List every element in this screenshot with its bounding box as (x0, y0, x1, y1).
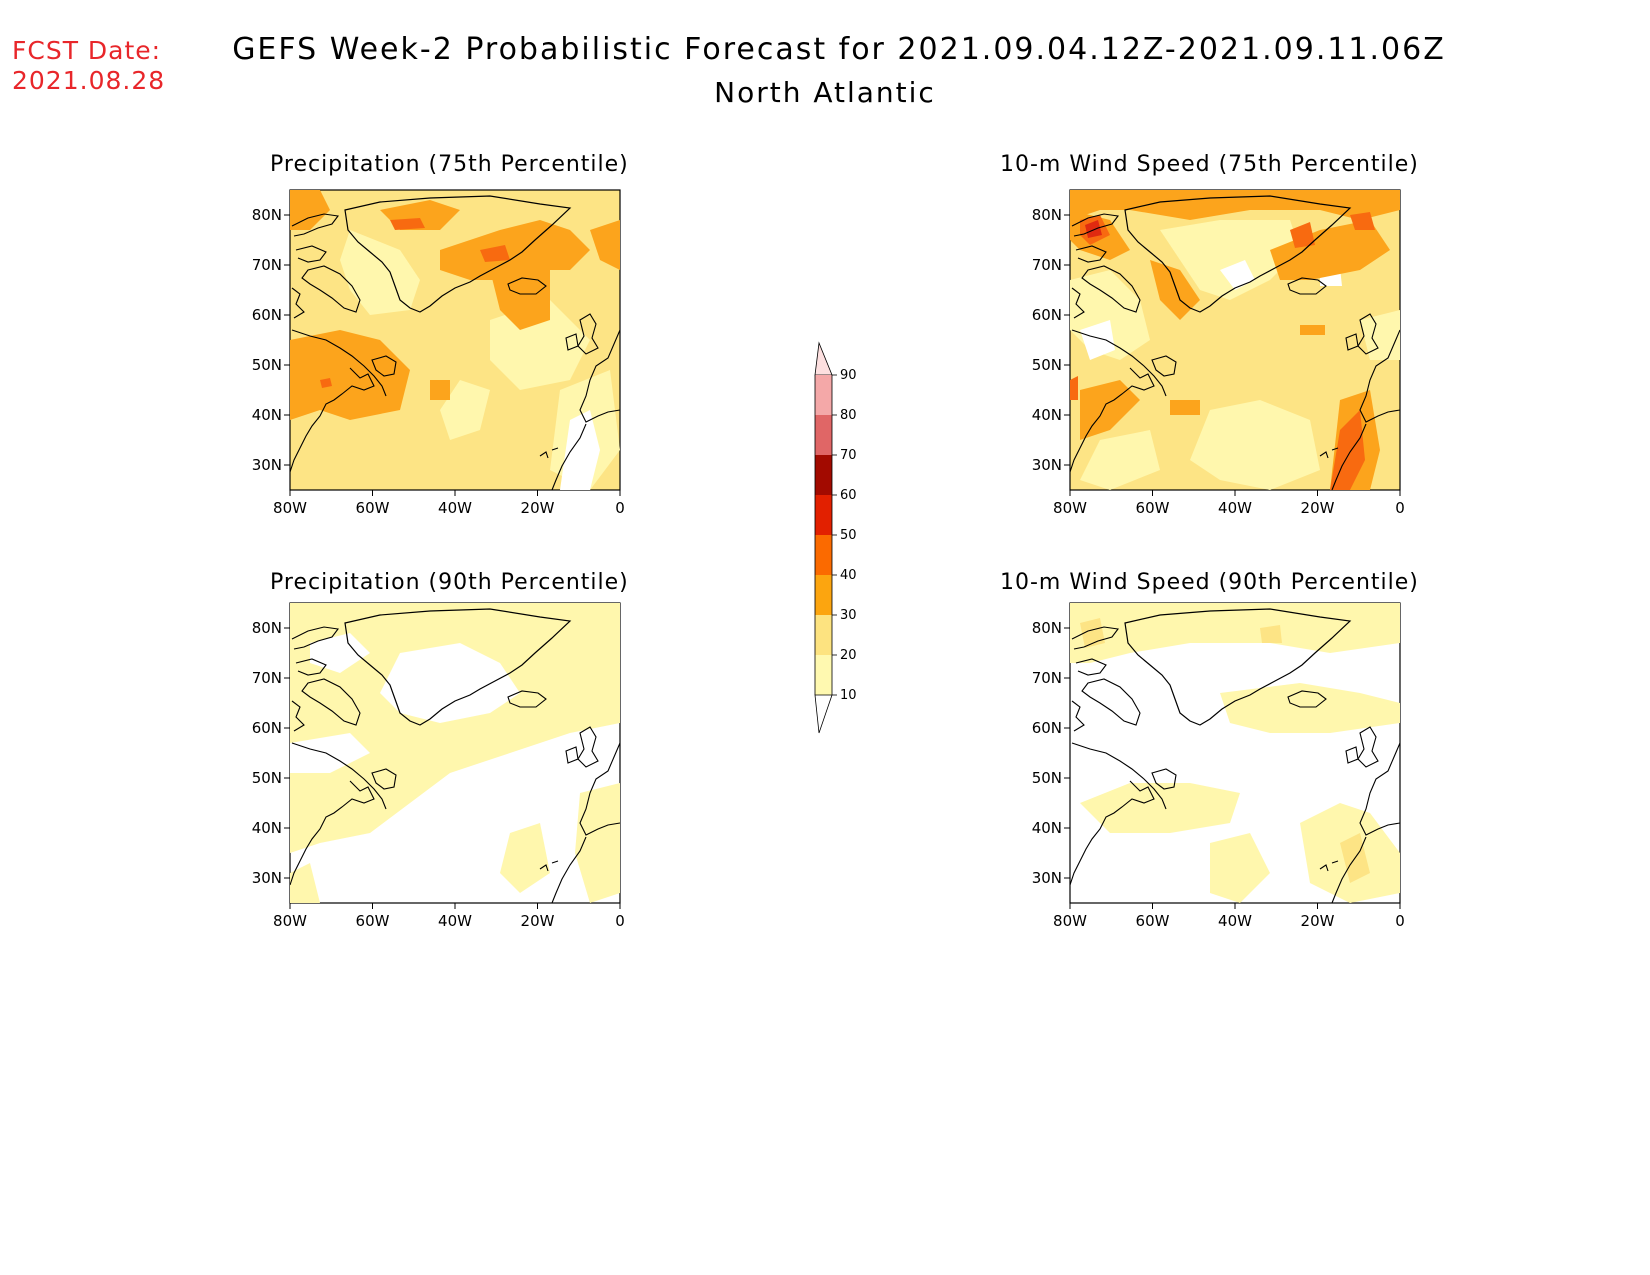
colorbar-swatch (815, 535, 832, 575)
lat-label: 50N (252, 769, 282, 787)
colorbar-swatch (815, 415, 832, 455)
lat-label: 70N (252, 669, 282, 687)
colorbar-label: 60 (840, 488, 857, 503)
lon-label: 40W (1218, 912, 1252, 930)
lon-label: 20W (1301, 499, 1335, 517)
lat-label: 70N (252, 256, 282, 274)
colorbar-swatch (815, 575, 832, 615)
lon-label: 0 (615, 912, 625, 930)
lat-label: 30N (252, 456, 282, 474)
lon-label: 40W (1218, 499, 1252, 517)
lat-label: 40N (1032, 819, 1062, 837)
forecast-date-label: FCST Date: (12, 36, 162, 65)
colorbar-swatch (815, 615, 832, 655)
lat-label: 80N (1032, 619, 1062, 637)
lon-label: 20W (1301, 912, 1335, 930)
lon-label: 0 (1395, 499, 1405, 517)
lon-label: 0 (615, 499, 625, 517)
forecast-date-value: 2021.08.28 (12, 66, 166, 95)
axes-layer: 80W 60W 40W 20W 0 80N 70N 60N 50N 40N 30N 80W 60W 40W… (252, 206, 1405, 930)
colorbar-label: 70 (840, 448, 857, 463)
lat-label: 60N (1032, 719, 1062, 737)
lon-label: 60W (1136, 499, 1170, 517)
colorbar-label: 40 (840, 568, 857, 583)
map-panel-precip-75 (289, 189, 621, 491)
lat-label: 30N (1032, 869, 1062, 887)
panel-title-precip-90: Precipitation (90th Percentile) (270, 570, 629, 595)
lat-label: 80N (252, 206, 282, 224)
colorbar-swatch (815, 495, 832, 535)
colorbar-label: 50 (840, 528, 857, 543)
lon-label: 20W (521, 499, 555, 517)
colorbar-label: 80 (840, 408, 857, 423)
map-panel-wind-90 (1069, 602, 1401, 904)
panel-title-precip-75: Precipitation (75th Percentile) (270, 152, 629, 177)
lon-label: 60W (356, 499, 390, 517)
colorbar: 10 20 30 40 50 60 70 80 90 (814, 341, 857, 734)
lat-label: 80N (252, 619, 282, 637)
colorbar-label: 20 (840, 648, 857, 663)
panel-title-wind-75: 10-m Wind Speed (75th Percentile) (1000, 152, 1419, 177)
colorbar-bottom-cap (814, 694, 833, 734)
panel-title-wind-90: 10-m Wind Speed (90th Percentile) (1000, 570, 1419, 595)
lat-label: 50N (252, 356, 282, 374)
colorbar-label: 30 (840, 608, 857, 623)
page-title: GEFS Week-2 Probabilistic Forecast for 2… (232, 32, 1446, 67)
colorbar-swatch (815, 655, 832, 695)
lon-label: 40W (438, 912, 472, 930)
forecast-date-block: FCST Date: 2021.08.28 (12, 36, 165, 96)
lon-label: 80W (273, 912, 307, 930)
page-subtitle: North Atlantic (714, 76, 936, 109)
map-panel-wind-75 (1069, 189, 1401, 491)
lat-label: 60N (252, 306, 282, 324)
lon-label: 0 (1395, 912, 1405, 930)
lat-label: 50N (1032, 356, 1062, 374)
lat-label: 70N (1032, 669, 1062, 687)
lat-label: 70N (1032, 256, 1062, 274)
lon-label: 60W (356, 912, 390, 930)
lon-label: 60W (1136, 912, 1170, 930)
lat-label: 50N (1032, 769, 1062, 787)
colorbar-swatch (815, 455, 832, 495)
colorbar-label: 90 (840, 368, 857, 383)
lon-label: 80W (1053, 499, 1087, 517)
lon-label: 40W (438, 499, 472, 517)
map-panel-precip-90 (289, 602, 621, 904)
colorbar-swatch (815, 375, 832, 415)
lat-label: 80N (1032, 206, 1062, 224)
lat-label: 30N (252, 869, 282, 887)
lon-label: 80W (1053, 912, 1087, 930)
lat-label: 40N (1032, 406, 1062, 424)
lon-label: 80W (273, 499, 307, 517)
lat-label: 40N (252, 406, 282, 424)
lat-label: 60N (252, 719, 282, 737)
colorbar-label: 10 (840, 688, 857, 703)
lat-label: 30N (1032, 456, 1062, 474)
lat-label: 40N (252, 819, 282, 837)
lat-label: 60N (1032, 306, 1062, 324)
colorbar-top-cap (814, 341, 833, 376)
lon-label: 20W (521, 912, 555, 930)
